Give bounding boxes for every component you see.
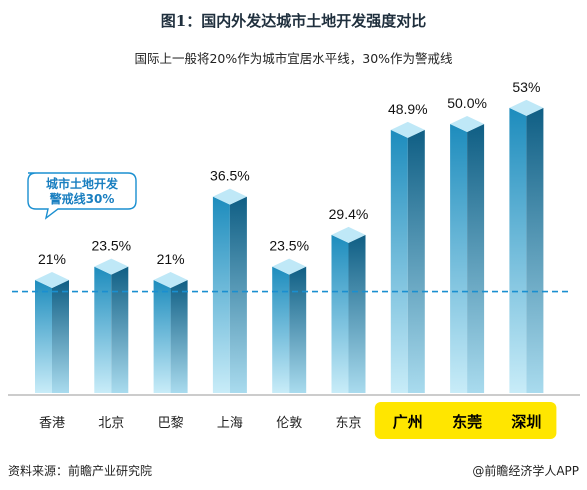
bar bbox=[35, 272, 69, 393]
bar-side-face bbox=[348, 234, 366, 393]
brand-note: @前瞻经济学人APP bbox=[472, 464, 579, 478]
bar-side-face bbox=[229, 196, 247, 393]
bar-value-label: 36.5% bbox=[210, 168, 250, 184]
bar-value-label: 23.5% bbox=[91, 238, 131, 254]
bar-top-cap bbox=[390, 121, 425, 138]
bar bbox=[153, 272, 188, 393]
bar-value-label: 53% bbox=[512, 79, 540, 95]
highlight-box bbox=[374, 402, 557, 439]
bar-front-face bbox=[509, 107, 527, 394]
bar-front-face bbox=[331, 234, 349, 393]
bar-front-face bbox=[153, 280, 171, 393]
category-label-highlighted: 东莞 bbox=[452, 413, 482, 431]
category-label-highlighted: 广州 bbox=[393, 413, 423, 431]
category-label: 香港 bbox=[39, 416, 65, 431]
bar bbox=[450, 116, 485, 393]
threshold-label-line2: 警戒线30% bbox=[49, 191, 115, 206]
bar-top-cap bbox=[35, 272, 69, 289]
bar-side-face bbox=[52, 280, 69, 393]
bar-top-cap bbox=[153, 272, 188, 289]
category-label: 伦敦 bbox=[276, 415, 302, 431]
bar bbox=[390, 121, 425, 393]
bar-top-cap bbox=[212, 188, 247, 205]
bar-side-face bbox=[407, 129, 425, 393]
bar-value-label: 21% bbox=[38, 251, 66, 267]
chart-title: 图1：国内外发达城市土地开发强度对比 bbox=[160, 12, 427, 30]
bar-value-label: 29.4% bbox=[329, 206, 369, 222]
bar-top-cap bbox=[94, 258, 129, 275]
bar-front-face bbox=[450, 124, 468, 393]
threshold-label-line1: 城市土地开发 bbox=[46, 176, 119, 191]
bar-side-face bbox=[170, 280, 188, 393]
bar-value-label: 50.0% bbox=[447, 95, 487, 111]
bar bbox=[94, 258, 129, 393]
bar-value-label: 21% bbox=[157, 251, 185, 267]
category-label: 巴黎 bbox=[158, 416, 184, 431]
category-label: 北京 bbox=[98, 416, 124, 431]
bar bbox=[509, 99, 544, 394]
bar-front-face bbox=[94, 266, 112, 393]
bar bbox=[212, 188, 247, 393]
bar-front-face bbox=[35, 280, 52, 393]
source-note: 资料来源：前瞻产业研究院 bbox=[8, 464, 153, 478]
bar-side-face bbox=[111, 266, 129, 393]
bar-value-label: 23.5% bbox=[269, 238, 309, 254]
bar-top-cap bbox=[450, 116, 485, 132]
chart-subtitle: 国际上一般将20%作为城市宜居水平线，30%作为警戒线 bbox=[134, 51, 453, 66]
bar-front-face bbox=[272, 266, 290, 393]
bar-top-cap bbox=[272, 258, 307, 275]
category-label-highlighted: 深圳 bbox=[511, 413, 541, 431]
bar-top-cap bbox=[331, 226, 366, 243]
bar-side-face bbox=[289, 266, 307, 393]
bar bbox=[331, 226, 366, 393]
bar-front-face bbox=[212, 196, 230, 393]
bar bbox=[272, 258, 307, 393]
callout-bubble bbox=[27, 172, 137, 220]
category-label: 东京 bbox=[335, 416, 361, 431]
bar-side-face bbox=[526, 107, 544, 394]
bar-top-cap bbox=[509, 99, 544, 116]
category-label: 上海 bbox=[217, 416, 243, 431]
bar-value-label: 48.9% bbox=[388, 101, 428, 117]
bar-side-face bbox=[467, 124, 485, 393]
bar-front-face bbox=[390, 129, 408, 393]
